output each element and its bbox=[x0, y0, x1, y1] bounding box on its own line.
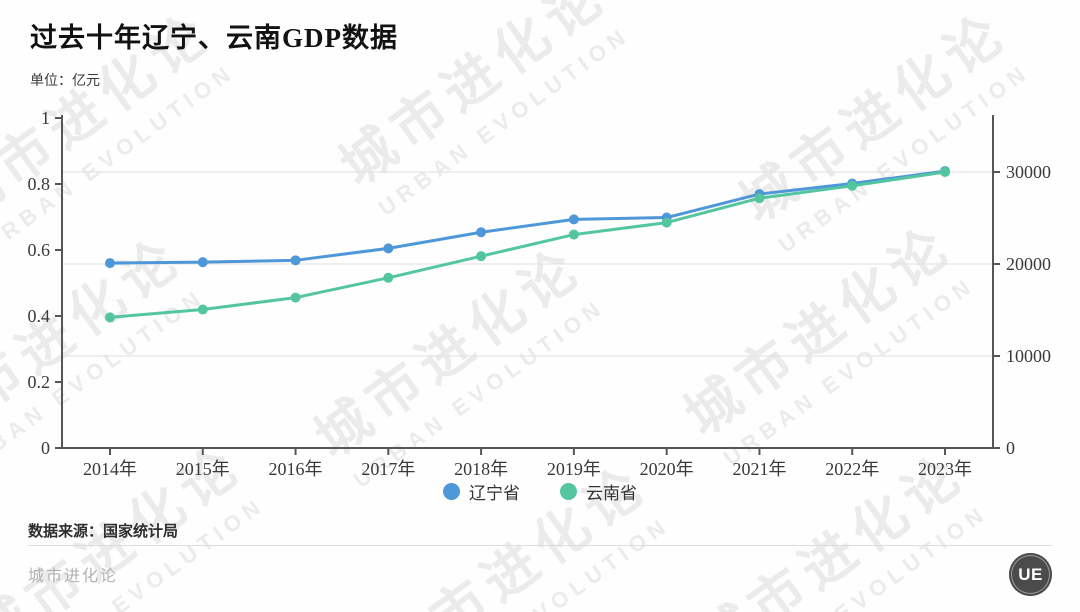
ue-logo: UE bbox=[1009, 553, 1052, 596]
axis-tick-label: 0 bbox=[1006, 438, 1015, 458]
footer-divider bbox=[28, 545, 1052, 546]
brand-name: 城市进化论 bbox=[28, 568, 119, 585]
axis-tick-label: 1 bbox=[41, 108, 50, 128]
data-point bbox=[847, 180, 858, 191]
unit-label: 单位：亿元 bbox=[30, 74, 100, 89]
data-point bbox=[568, 214, 579, 225]
ue-logo-text: UE bbox=[1018, 564, 1043, 584]
axis-tick-label: 2018年 bbox=[454, 459, 508, 479]
grid-lines bbox=[62, 171, 993, 357]
data-point bbox=[105, 312, 115, 323]
legend-label-yunnan: 云南省 bbox=[586, 484, 637, 503]
axis-tick-label: 0.8 bbox=[28, 174, 51, 194]
data-point bbox=[476, 251, 487, 262]
data-point bbox=[383, 272, 394, 283]
x-axis: 2014年 2015年 2016年 2017年 2018年 2019年 2020年 2021年… bbox=[83, 448, 972, 479]
axis-tick-label: 30000 bbox=[1006, 162, 1051, 182]
data-point bbox=[476, 227, 487, 238]
axis-tick-label: 0.2 bbox=[28, 372, 51, 392]
data-point bbox=[754, 193, 765, 204]
series-line-0 bbox=[105, 166, 950, 269]
axes bbox=[61, 115, 994, 449]
data-source-label: 数据来源：国家统计局 bbox=[28, 524, 179, 540]
axis-tick-label: 2019年 bbox=[547, 459, 601, 479]
page-title: 过去十年辽宁、云南GDP数据 bbox=[30, 23, 398, 53]
data-point bbox=[105, 258, 115, 269]
data-point bbox=[290, 292, 301, 303]
data-point bbox=[290, 255, 301, 266]
axis-tick-label: 2023年 bbox=[918, 459, 972, 479]
axis-tick-label: 0.4 bbox=[28, 306, 51, 326]
chart-legend: 辽宁省 云南省 bbox=[0, 479, 1080, 504]
left-axis: 0 0.2 0.4 0.6 0.8 1 bbox=[28, 108, 62, 458]
legend-item-liaoning: 辽宁省 bbox=[443, 479, 520, 504]
axis-tick-label: 2022年 bbox=[825, 459, 879, 479]
legend-marker-liaoning-icon bbox=[443, 483, 460, 500]
axis-tick-label: 0 bbox=[41, 438, 50, 458]
axis-tick-label: 2015年 bbox=[176, 459, 230, 479]
axis-tick-label: 0.6 bbox=[28, 240, 51, 260]
axis-tick-label: 2017年 bbox=[361, 459, 415, 479]
axis-tick-label: 2014年 bbox=[83, 459, 137, 479]
series-line-1 bbox=[105, 167, 950, 323]
legend-item-yunnan: 云南省 bbox=[560, 479, 637, 504]
data-point bbox=[383, 243, 394, 254]
data-point bbox=[568, 229, 579, 240]
legend-marker-yunnan-icon bbox=[560, 483, 577, 500]
axis-tick-label: 10000 bbox=[1006, 346, 1051, 366]
data-point bbox=[940, 167, 950, 177]
axis-tick-label: 20000 bbox=[1006, 254, 1051, 274]
axis-tick-label: 2021年 bbox=[732, 459, 786, 479]
axis-tick-label: 2020年 bbox=[640, 459, 694, 479]
right-axis: 0 10000 20000 30000 bbox=[993, 162, 1051, 458]
legend-label-liaoning: 辽宁省 bbox=[469, 484, 520, 503]
axis-tick-label: 2016年 bbox=[269, 459, 323, 479]
data-point bbox=[197, 257, 208, 268]
data-point bbox=[197, 304, 208, 315]
data-point bbox=[661, 217, 672, 228]
